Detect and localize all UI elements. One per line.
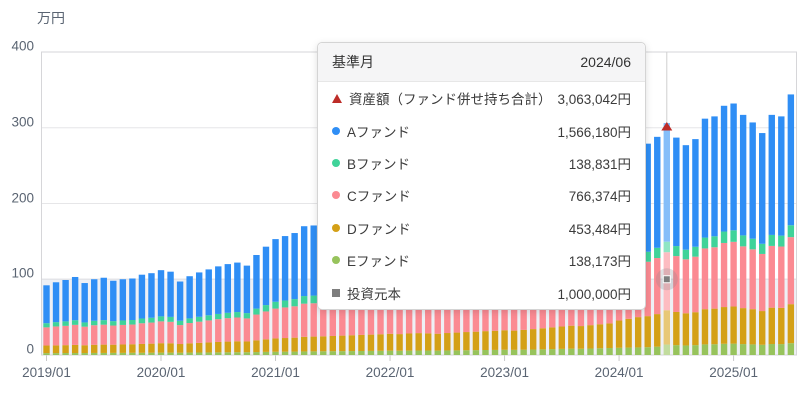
stacked-bar[interactable] — [778, 116, 785, 355]
stacked-bar[interactable] — [81, 283, 88, 355]
fund-dot-icon — [332, 256, 340, 265]
y-axis-tick-label: 400 — [11, 38, 34, 54]
stacked-bar[interactable] — [129, 278, 136, 355]
tooltip-row-value: 1,000,000円 — [557, 286, 631, 302]
x-axis-tick-label: 2024/01 — [594, 365, 644, 380]
stacked-bar[interactable] — [43, 285, 50, 355]
fund-dot-icon — [332, 158, 340, 167]
stacked-bar[interactable] — [195, 272, 203, 355]
tooltip-base-month-label: 基準月 — [332, 54, 374, 70]
stacked-bar[interactable] — [234, 262, 241, 355]
stacked-bar[interactable] — [281, 236, 289, 355]
tooltip-row: Bファンド 138,831円 — [318, 147, 645, 179]
y-axis-tick-label: 0 — [26, 341, 34, 357]
tooltip-row-label: Bファンド — [347, 156, 411, 172]
tooltip-row: Aファンド 1,566,180円 — [318, 114, 645, 146]
stacked-bar[interactable] — [749, 122, 756, 355]
tooltip-row: Eファンド 138,173円 — [318, 244, 645, 276]
x-axis-tick-label: 2025/01 — [709, 365, 758, 380]
tooltip-row-label: Aファンド — [347, 124, 411, 140]
stacked-bar[interactable] — [730, 103, 737, 355]
tooltip-row-label: Dファンド — [347, 221, 411, 237]
stacked-bar[interactable] — [739, 114, 747, 355]
stacked-bar[interactable] — [300, 226, 308, 355]
y-axis-tick-label: 300 — [11, 114, 34, 130]
stacked-bar[interactable] — [119, 279, 127, 355]
y-axis-tick-label: 100 — [11, 265, 34, 281]
tooltip-rows: 資産額（ファンド併せ持ち合計） 3,063,042円 Aファンド 1,566,180円… — [318, 82, 645, 309]
tooltip-row-label: Cファンド — [347, 189, 411, 205]
stacked-bar[interactable] — [100, 277, 107, 355]
principal-square-marker — [662, 275, 671, 284]
stacked-bar[interactable] — [720, 105, 728, 355]
stacked-bar[interactable] — [644, 143, 651, 355]
x-axis-tick-label: 2021/01 — [251, 365, 300, 380]
stacked-bar[interactable] — [91, 279, 98, 355]
stacked-bar[interactable] — [138, 274, 146, 355]
stacked-bar[interactable] — [768, 114, 775, 355]
tooltip-row-value: 138,831円 — [568, 156, 631, 172]
stacked-bar[interactable] — [711, 116, 718, 355]
stacked-bar[interactable] — [787, 94, 795, 355]
tooltip-row-value: 138,173円 — [568, 254, 631, 270]
stacked-bar[interactable] — [167, 271, 174, 355]
x-axis-tick-label: 2020/01 — [136, 365, 186, 380]
tooltip-row-value: 766,374円 — [568, 189, 631, 205]
tooltip-row-value: 453,484円 — [568, 221, 631, 237]
y-axis-tick-label: 200 — [11, 190, 34, 205]
stacked-bar[interactable] — [62, 280, 69, 355]
stacked-bar[interactable] — [262, 246, 270, 355]
x-axis-tick-label: 2022/01 — [365, 365, 415, 380]
fund-dot-icon — [332, 191, 340, 200]
stacked-bar[interactable] — [176, 281, 184, 355]
fund-dot-icon — [332, 126, 340, 135]
stacked-bar[interactable] — [673, 137, 680, 355]
stacked-bar[interactable] — [291, 233, 298, 355]
hover-tooltip: 基準月 2024/06 資産額（ファンド併せ持ち合計） 3,063,042円 Aファ… — [317, 42, 646, 310]
tooltip-row: 投資元本 1,000,000円 — [318, 276, 645, 308]
stacked-bar[interactable] — [692, 139, 699, 355]
stacked-bar[interactable] — [157, 270, 165, 355]
stacked-bar[interactable] — [243, 265, 251, 355]
x-axis-tick-label: 2023/01 — [480, 365, 529, 380]
stacked-bar[interactable] — [205, 269, 212, 355]
stacked-bar[interactable] — [71, 276, 79, 355]
tooltip-row-label: Eファンド — [347, 254, 411, 270]
y-axis-unit-label: 万円 — [37, 10, 65, 26]
x-axis-tick-label: 2019/01 — [22, 365, 71, 380]
tooltip-header: 基準月 2024/06 — [318, 43, 645, 82]
stacked-bar[interactable] — [272, 239, 279, 355]
stacked-bar[interactable] — [215, 266, 222, 355]
principal-square-icon — [332, 288, 340, 297]
stacked-bar[interactable] — [148, 273, 155, 355]
tooltip-row-value: 3,063,042円 — [557, 92, 631, 108]
stacked-bar[interactable] — [654, 136, 661, 355]
asset-triangle-icon — [332, 93, 342, 103]
stacked-bar[interactable] — [310, 225, 317, 355]
stacked-bar[interactable] — [186, 276, 193, 355]
stacked-bar[interactable] — [224, 264, 232, 355]
stacked-bar[interactable] — [663, 122, 670, 355]
tooltip-row-value: 1,566,180円 — [557, 124, 631, 140]
stacked-bar[interactable] — [52, 282, 60, 355]
tooltip-row: Dファンド 453,484円 — [318, 212, 645, 244]
asset-triangle-marker — [661, 121, 673, 131]
tooltip-row: 資産額（ファンド併せ持ち合計） 3,063,042円 — [318, 82, 645, 114]
stacked-bar[interactable] — [253, 255, 260, 355]
tooltip-row-label: 投資元本 — [347, 286, 401, 302]
tooltip-row: Cファンド 766,374円 — [318, 179, 645, 211]
stacked-bar[interactable] — [682, 145, 690, 355]
tooltip-row-label: 資産額（ファンド併せ持ち合計） — [349, 92, 552, 108]
stacked-bar[interactable] — [759, 133, 766, 355]
stacked-bar[interactable] — [701, 118, 709, 355]
stacked-bar[interactable] — [110, 280, 117, 355]
fund-dot-icon — [332, 223, 340, 232]
tooltip-base-month-value: 2024/06 — [580, 54, 631, 70]
